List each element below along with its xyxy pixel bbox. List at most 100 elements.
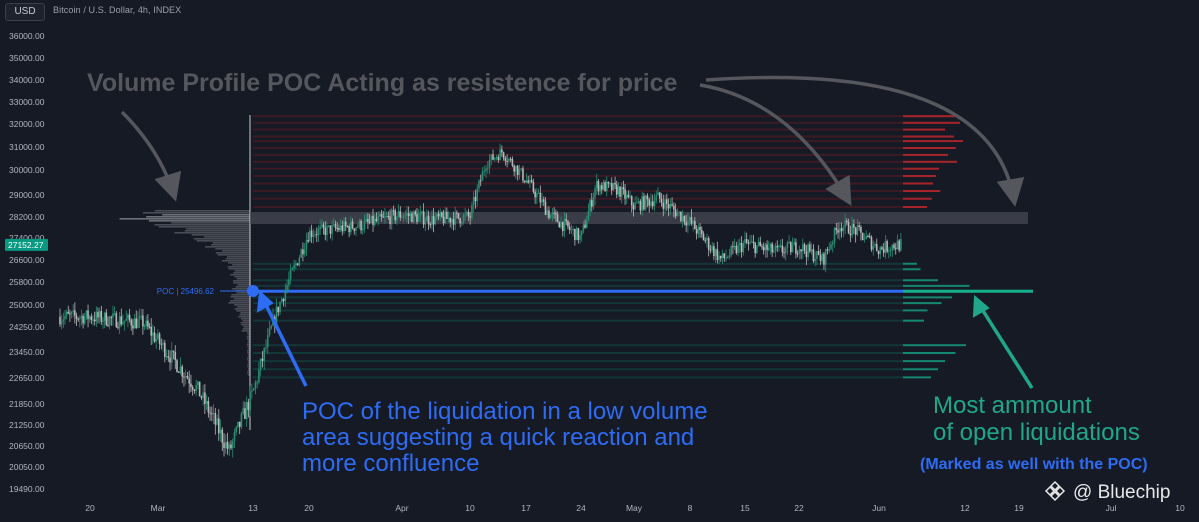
volume-profile-bar bbox=[247, 356, 250, 358]
candle-body bbox=[518, 169, 521, 175]
candle-body bbox=[692, 221, 694, 224]
candle-body bbox=[429, 224, 432, 226]
liquidation-line-green bbox=[253, 296, 903, 299]
liquidation-bar-red bbox=[903, 153, 948, 156]
candle-body bbox=[858, 225, 860, 227]
price-tick-label: 22650.00 bbox=[9, 373, 45, 383]
candle-body bbox=[177, 371, 180, 373]
candle-body bbox=[385, 216, 388, 218]
candle-body bbox=[128, 314, 131, 321]
candle-body bbox=[384, 216, 386, 218]
volume-profile-bar bbox=[239, 314, 250, 316]
candle-body bbox=[370, 215, 373, 223]
candle-body bbox=[730, 246, 732, 256]
candle-body bbox=[790, 242, 792, 253]
liquidation-line-green bbox=[253, 352, 903, 354]
candle-body bbox=[170, 350, 173, 363]
candle-body bbox=[563, 219, 566, 232]
price-tick-label: 20650.00 bbox=[9, 441, 45, 451]
candle-body bbox=[160, 343, 163, 345]
candle-body bbox=[694, 221, 696, 230]
candle-body bbox=[502, 152, 505, 158]
candle-body bbox=[100, 311, 103, 322]
candle-body bbox=[853, 224, 855, 228]
candle-body bbox=[315, 234, 318, 236]
candle-body bbox=[795, 242, 797, 254]
candle-body bbox=[341, 225, 344, 232]
candle-body bbox=[336, 228, 339, 230]
candle-body bbox=[372, 215, 374, 225]
candle-body bbox=[837, 229, 839, 233]
candle-body bbox=[235, 426, 238, 433]
poc-dot[interactable] bbox=[247, 285, 259, 297]
candle-body bbox=[509, 158, 512, 160]
candle-body bbox=[258, 369, 260, 383]
candle-body bbox=[874, 244, 876, 247]
price-tick-label: 28200.00 bbox=[9, 212, 45, 222]
candle-body bbox=[639, 201, 642, 211]
candle-body bbox=[745, 239, 748, 243]
candle-body bbox=[699, 227, 701, 230]
candle-body bbox=[798, 249, 801, 254]
candle-body bbox=[499, 149, 501, 161]
watermark: @ Bluechip bbox=[1044, 480, 1170, 503]
candle-body bbox=[449, 217, 452, 223]
candle-body bbox=[805, 250, 808, 257]
candle-body bbox=[536, 193, 538, 198]
volume-profile-bar bbox=[171, 222, 250, 224]
annotation-middle-line3: more confluence bbox=[302, 450, 479, 477]
liquidation-line-red bbox=[253, 175, 903, 177]
candle-body bbox=[767, 247, 770, 251]
price-tick-label: 27400.00 bbox=[9, 233, 45, 243]
candle-body bbox=[894, 247, 897, 250]
liquidation-line-red bbox=[253, 182, 903, 185]
candle-body bbox=[209, 412, 211, 414]
candle-body bbox=[630, 196, 633, 206]
candle-body bbox=[669, 204, 672, 209]
candle-body bbox=[193, 389, 196, 392]
candle-body bbox=[842, 227, 845, 232]
candle-body bbox=[610, 183, 613, 191]
candle-body bbox=[179, 366, 182, 373]
candle-body bbox=[452, 219, 455, 225]
candle-body bbox=[230, 444, 232, 449]
liquidation-line-red bbox=[253, 135, 903, 138]
candle-body bbox=[88, 316, 91, 320]
price-tick-label: 21250.00 bbox=[9, 420, 45, 430]
candle-body bbox=[390, 210, 393, 225]
candle-body bbox=[138, 316, 141, 320]
candle-body bbox=[597, 180, 600, 192]
candle-body bbox=[687, 220, 689, 226]
volume-profile-bar bbox=[142, 212, 250, 214]
arrow-blue-head bbox=[256, 289, 274, 313]
candle-body bbox=[752, 241, 755, 243]
currency-button[interactable]: USD bbox=[5, 3, 45, 21]
candle-body bbox=[350, 221, 352, 233]
candle-body bbox=[224, 441, 227, 449]
time-tick-label: 20 bbox=[85, 503, 95, 513]
candle-body bbox=[202, 392, 204, 398]
poc-marker: POC | 25496.62 bbox=[157, 285, 259, 297]
candle-body bbox=[312, 235, 315, 237]
candle-body bbox=[242, 408, 244, 414]
candle-body bbox=[226, 441, 229, 449]
liquidation-bar-red bbox=[903, 190, 941, 192]
volume-profile-bar bbox=[247, 348, 250, 350]
time-tick-label: May bbox=[626, 503, 643, 513]
candle-body bbox=[190, 383, 192, 388]
volume-profile-bar bbox=[154, 224, 250, 226]
candle-body bbox=[810, 249, 813, 252]
candle-body bbox=[851, 224, 853, 236]
candle-body bbox=[494, 157, 496, 160]
liquidation-line-green bbox=[253, 360, 903, 363]
candle-body bbox=[900, 239, 902, 251]
candle-body bbox=[98, 311, 101, 318]
volume-profile-bar bbox=[247, 352, 250, 354]
candle-body bbox=[153, 332, 156, 342]
candle-body bbox=[254, 382, 257, 389]
candle-body bbox=[683, 215, 686, 223]
liquidation-bar-red bbox=[903, 175, 936, 177]
price-tick-label: 31000.00 bbox=[9, 142, 45, 152]
